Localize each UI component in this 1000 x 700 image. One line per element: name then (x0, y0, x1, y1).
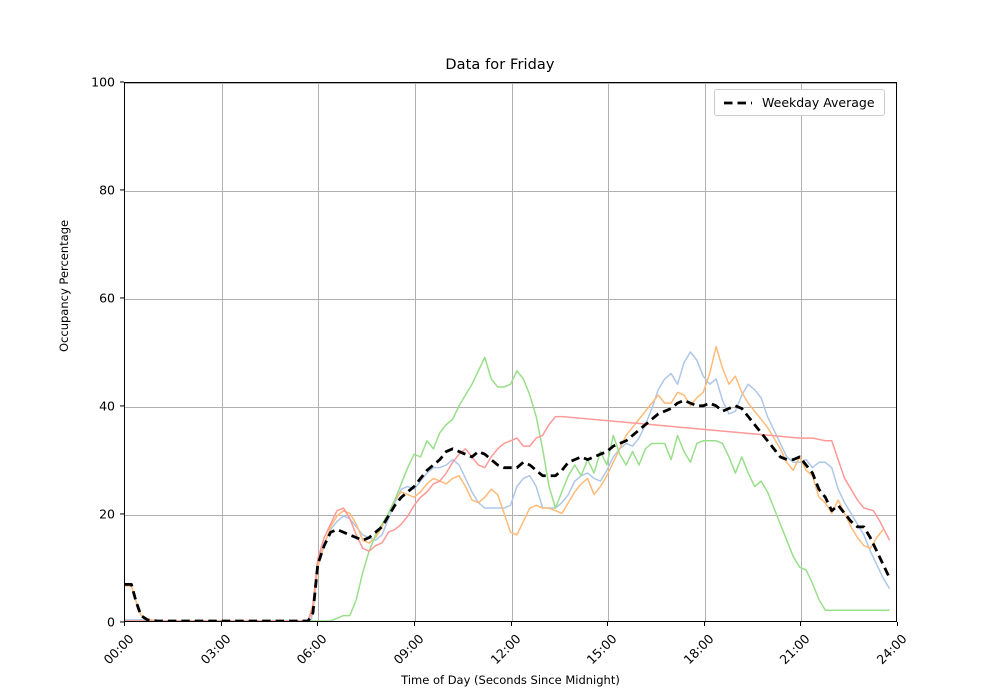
y-axis-label: Occupancy Percentage (57, 219, 71, 352)
y-tick-label: 40 (99, 398, 115, 414)
grid-line-horizontal (125, 191, 896, 192)
x-tick-label: 00:00 (100, 631, 137, 668)
grid-line-horizontal (125, 299, 896, 300)
x-tick-label: 24:00 (873, 631, 910, 668)
x-tick-label: 18:00 (680, 631, 717, 668)
series-day-line-green (125, 356, 890, 621)
grid-line-vertical (511, 83, 513, 621)
y-tick-label: 20 (99, 506, 115, 522)
y-tick-mark (120, 189, 124, 191)
x-tick-mark (510, 622, 512, 626)
x-tick-mark (220, 622, 222, 626)
x-tick-mark (800, 622, 802, 626)
x-tick-mark (317, 622, 319, 626)
x-tick-label: 03:00 (197, 631, 234, 668)
chart-title: Data for Friday (445, 57, 555, 73)
y-tick-label: 0 (107, 614, 115, 630)
x-tick-label: 21:00 (776, 631, 813, 668)
x-tick-label: 12:00 (487, 631, 524, 668)
grid-line-vertical (414, 83, 416, 621)
y-tick-label: 60 (99, 290, 115, 306)
x-axis-label: Time of Day (Seconds Since Midnight) (401, 673, 620, 687)
grid-line-vertical (704, 83, 706, 621)
x-tick-label: 15:00 (583, 631, 620, 668)
y-tick-mark (120, 405, 124, 407)
grid-line-horizontal (125, 515, 896, 516)
x-tick-mark (413, 622, 415, 626)
legend-dashed-line-icon (724, 101, 752, 104)
x-tick-mark (607, 622, 609, 626)
grid-line-vertical (801, 83, 803, 621)
series-lines (125, 345, 891, 621)
legend-label-weekday-average: Weekday Average (762, 95, 875, 110)
series-day-line-red (125, 415, 891, 621)
series-day-line-orange (125, 345, 884, 621)
y-tick-mark (120, 513, 124, 515)
grid-line-horizontal (125, 83, 896, 84)
y-tick-label: 80 (99, 182, 115, 198)
y-tick-mark (120, 81, 124, 83)
y-tick-mark (120, 621, 124, 623)
series-day-line-blue (125, 351, 891, 621)
x-tick-label: 06:00 (293, 631, 330, 668)
x-tick-mark (897, 622, 899, 626)
chart-legend: Weekday Average (714, 89, 885, 116)
grid-line-vertical (318, 83, 320, 621)
x-tick-mark (124, 622, 126, 626)
plot-area (124, 82, 897, 622)
grid-line-horizontal (125, 407, 896, 408)
y-tick-mark (120, 297, 124, 299)
grid-line-vertical (221, 83, 223, 621)
series-weekday-average (125, 399, 891, 621)
x-tick-mark (703, 622, 705, 626)
grid-line-vertical (608, 83, 610, 621)
x-tick-label: 09:00 (390, 631, 427, 668)
y-tick-label: 100 (91, 74, 115, 90)
